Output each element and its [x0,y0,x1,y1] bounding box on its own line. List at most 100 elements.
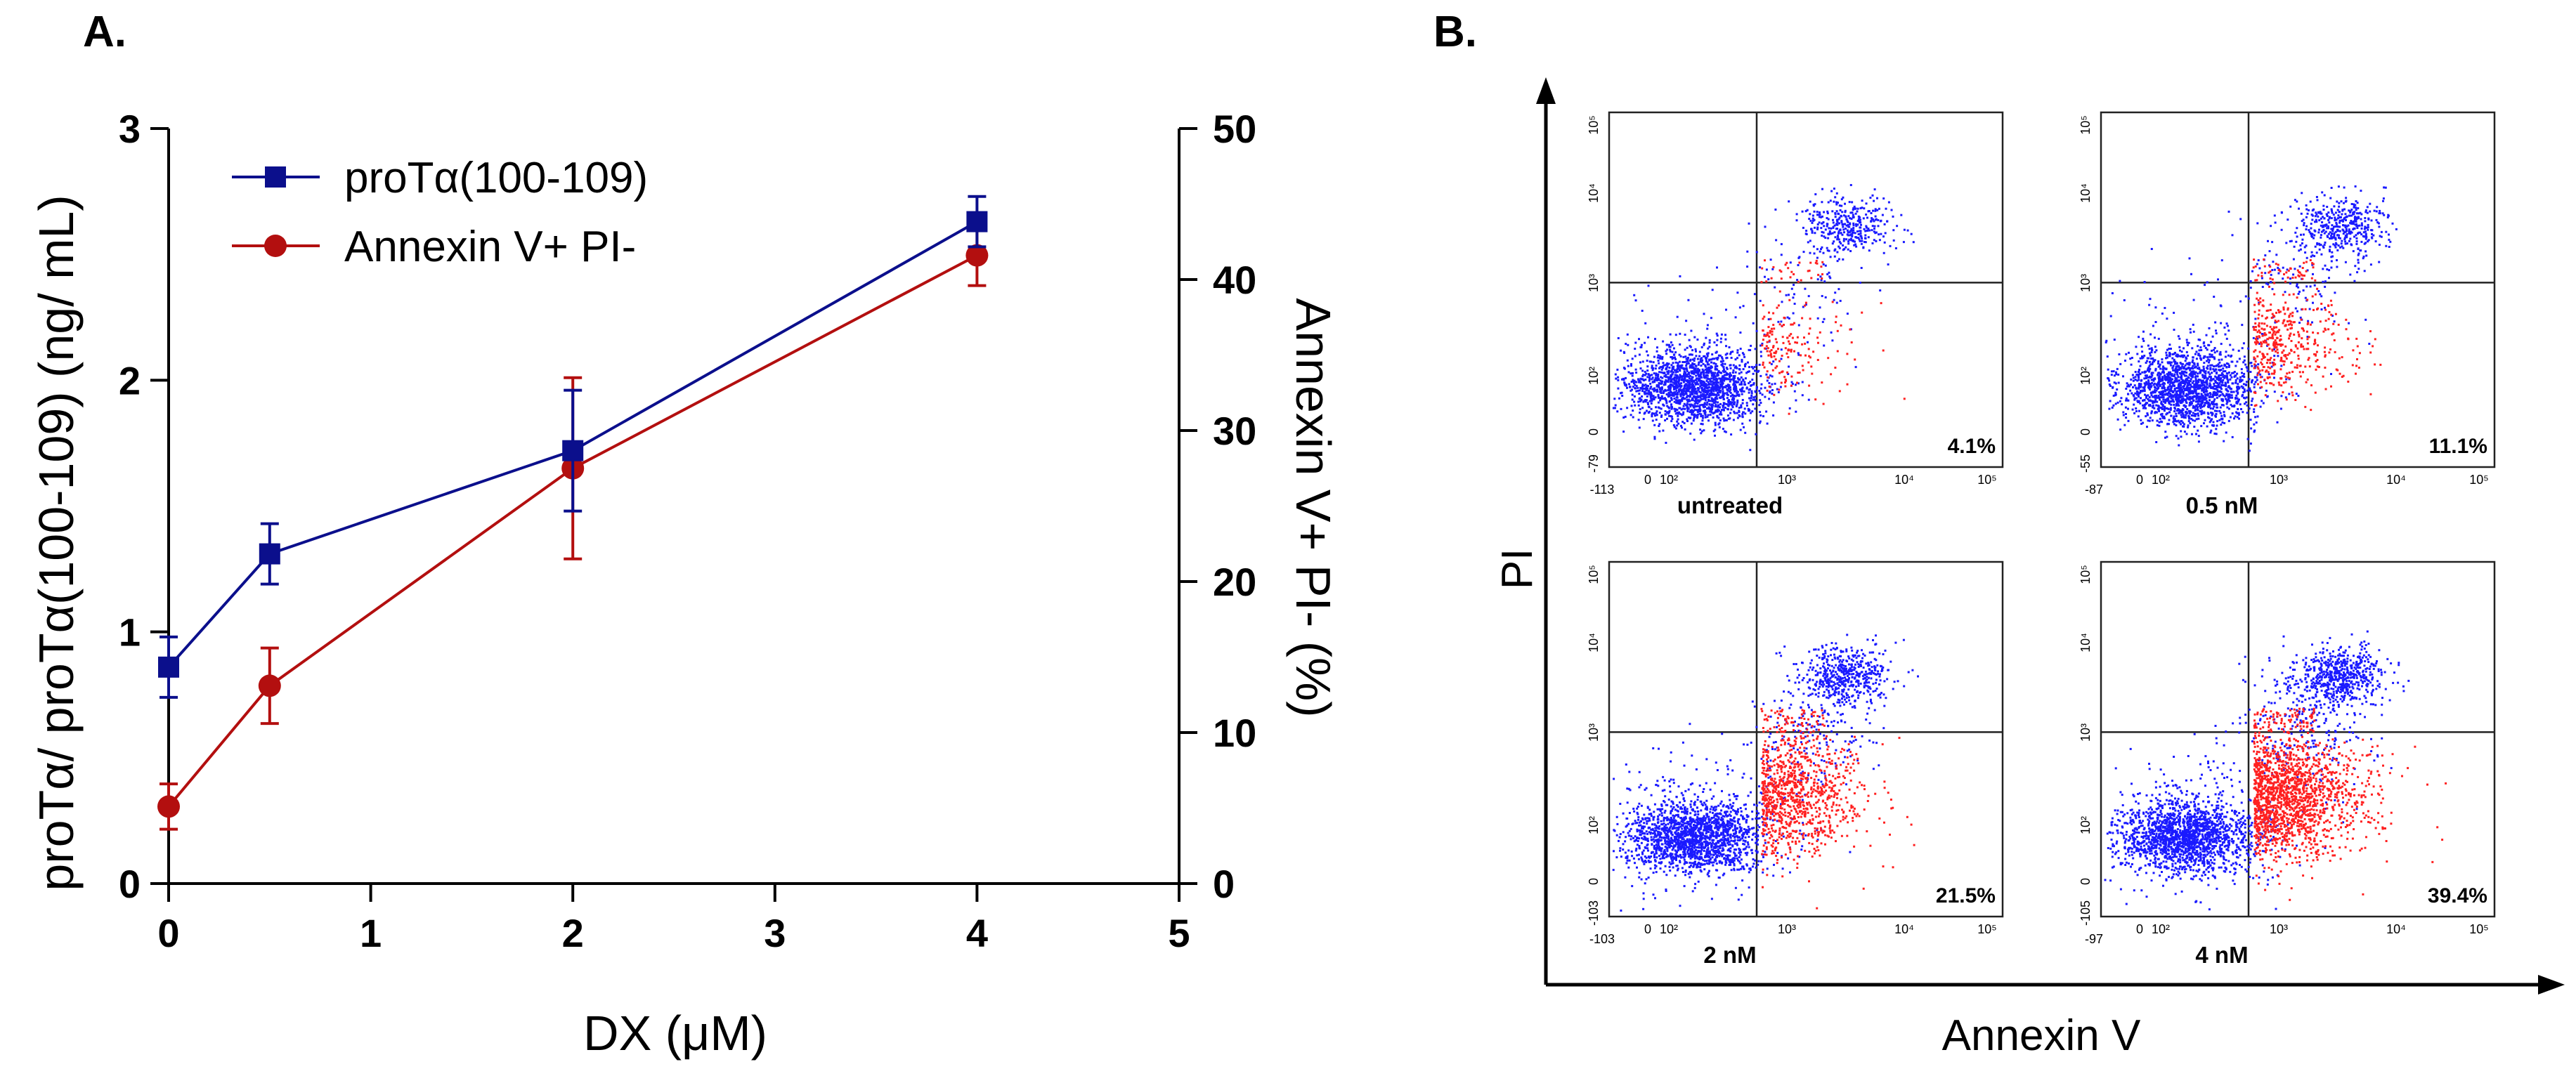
x-tick-label: 0 [1644,473,1651,487]
series-annexin-point [157,795,180,818]
flow-events [2104,630,2447,911]
flow-plot-1: -113 0 10² 10³ 10⁴ 10⁵ -79 0 10² 10³ 10⁴ 10⁵ 4.1% unt… [1587,111,2004,518]
x-tick-label: 1 [360,911,382,955]
flow-outer-axes [1536,77,2565,995]
y-tick-label: 3 [119,107,141,151]
y-min-tick-label: -55 [2079,454,2093,473]
flow-plot-frame [1608,111,2004,468]
condition-label: untreated [1677,492,1783,518]
x-tick-label: 10⁵ [1977,473,1996,487]
y-tick-label: 0 [2079,878,2093,885]
y-tick-label: 10² [2079,367,2093,385]
y-tick-label: 10⁵ [1587,115,1601,134]
y-tick-label: 10² [1587,816,1601,834]
x-tick-label: 0 [157,911,179,955]
y-tick-label: 10³ [2079,723,2093,742]
x-tick-label: 10⁴ [2386,473,2406,487]
x-tick-label: 10⁵ [2469,922,2488,936]
legend-annexin-label: Annexin V+ PI- [344,223,636,271]
x-tick-label: 10³ [1778,473,1796,487]
y-tick-label: 10³ [1587,723,1601,742]
x-tick-label: 0 [2136,922,2143,936]
series-annexin-point [965,244,989,267]
y-tick-label: 10³ [1587,274,1601,292]
x-tick-label: 10⁴ [1894,922,1914,936]
y-tick-label: 10³ [2079,274,2093,292]
line-chart-axes [167,129,1180,885]
line-chart-series [157,195,989,831]
y-tick-label: 0 [2079,428,2093,435]
x-tick-label: 10² [1660,922,1678,936]
x-tick-label: 10³ [2270,473,2288,487]
legend-annexin-marker [264,235,287,257]
x-min-tick-label: -87 [2085,483,2103,497]
flow-plot-frame [2100,560,2496,918]
flow-events [1612,184,1915,452]
y-tick-label: 1 [119,610,141,655]
x-tick-label: 10⁴ [2386,922,2406,936]
x-tick-label: 10² [1660,473,1678,487]
x-tick-label: 4 [966,911,988,955]
y2-tick-label: 10 [1213,711,1256,755]
x-tick-label: 5 [1168,911,1190,955]
quadrant-percent: 39.4% [2428,884,2487,907]
x-tick-label: 10³ [1778,922,1796,936]
pi-axis-arrow [1536,77,1556,104]
flow-plots: -113 0 10² 10³ 10⁴ 10⁵ -79 0 10² 10³ 10⁴ 10⁵ 4.1% unt… [1587,111,2496,968]
series-protalpha-line [167,220,978,669]
y2-tick-label: 0 [1213,862,1235,906]
y-tick-label: 10² [2079,816,2093,834]
quadrant-percent: 4.1% [1948,435,1996,458]
y-tick-label: 10⁴ [1587,183,1601,203]
y-min-tick-label: -79 [1587,454,1601,473]
y-tick-label: 10⁴ [1587,633,1601,652]
flow-events [1612,634,1919,912]
x-axis-title: DX (μM) [583,1006,767,1061]
y-tick-label: 0 [119,862,141,906]
flow-plot-3: -103 0 10² 10³ 10⁴ 10⁵ -103 0 10² 10³ 10⁴ 10⁵ 21.5% 2… [1587,560,2004,968]
flow-events [2105,185,2398,452]
legend-protalpha-marker [265,166,286,188]
x-tick-label: 10³ [2270,922,2288,936]
flow-cytometry-panel: -113 0 10² 10³ 10⁴ 10⁵ -79 0 10² 10³ 10⁴ 10⁵ 4.1% unt… [1493,77,2565,1060]
y-tick-label: 10⁵ [2079,115,2093,134]
x-min-tick-label: -103 [1589,932,1615,946]
condition-label: 2 nM [1703,942,1756,968]
legend-protalpha-label: proTα(100-109) [344,154,648,202]
panel-a-label: A. [83,8,126,56]
x-tick-label: 0 [1644,922,1651,936]
series-protalpha-point [966,211,988,232]
series-annexin-point [258,674,281,697]
x-min-tick-label: -97 [2085,932,2103,946]
line-chart-legend: proTα(100-109) Annexin V+ PI- [232,154,648,271]
x-tick-label: 10² [2152,473,2170,487]
y2-axis-title: Annexin V+ PI- (%) [1286,298,1341,717]
x-tick-label: 2 [562,911,584,955]
y-tick-label: 2 [119,358,141,402]
y-tick-label: 10⁴ [2079,183,2093,203]
y-axis-title: proTα/ proTα(100-109) (ng/ mL) [29,195,84,891]
x-min-tick-label: -113 [1590,483,1615,497]
x-tick-label: 10⁵ [1977,922,1996,936]
flow-plot-4: -97 0 10² 10³ 10⁴ 10⁵ -105 0 10² 10³ 10⁴ 10⁵ 39.4% 4 … [2079,560,2496,968]
annexin-axis-arrow [2538,975,2565,995]
pi-axis-title: PI [1493,549,1542,590]
series-protalpha-point [158,656,179,678]
y-tick-label: 10⁵ [2079,565,2093,584]
y2-tick-label: 50 [1213,107,1256,151]
flow-plot-frame [2100,111,2496,468]
flow-plot-2: -87 0 10² 10³ 10⁴ 10⁵ -55 0 10² 10³ 10⁴ 10⁵ 11.1% 0.5… [2079,111,2496,518]
series-protalpha-point [562,440,584,461]
y-tick-label: 0 [1587,428,1601,435]
y-tick-label: 10² [1587,367,1601,385]
condition-label: 4 nM [2195,942,2248,968]
y-tick-label: 0 [1587,878,1601,885]
series-annexin-line [167,254,978,808]
x-tick-label: 10² [2152,922,2170,936]
condition-label: 0.5 nM [2186,492,2258,518]
x-tick-label: 0 [2136,473,2143,487]
series-protalpha-point [259,543,280,565]
